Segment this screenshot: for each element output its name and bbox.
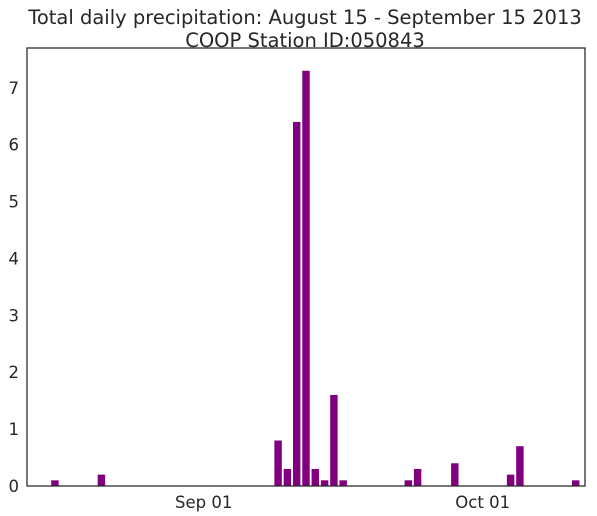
y-tick-label: 5 — [9, 193, 20, 212]
bar-2013-09-14 — [321, 480, 328, 486]
bar-2013-09-09 — [274, 440, 281, 486]
y-tick-label: 0 — [9, 477, 20, 496]
bar-2013-09-15 — [330, 395, 337, 486]
x-tick-label: Sep 01 — [175, 493, 232, 512]
y-tick-label: 6 — [9, 136, 20, 155]
bar-2013-09-16 — [339, 480, 346, 486]
x-tick-label: Oct 01 — [455, 493, 510, 512]
bar-2013-09-12 — [302, 71, 309, 486]
chart-title: Total daily precipitation: August 15 - S… — [27, 6, 582, 29]
bar-2013-09-10 — [284, 469, 291, 486]
y-tick-label: 1 — [9, 420, 20, 439]
bar-2013-09-13 — [312, 469, 319, 486]
bar-2013-09-11 — [293, 122, 300, 486]
bar-2013-10-11 — [572, 480, 579, 486]
bar-2013-09-23 — [405, 480, 412, 486]
bar-2013-09-24 — [414, 469, 421, 486]
bar-2013-10-05 — [516, 446, 523, 486]
bar-2013-09-28 — [451, 463, 458, 486]
y-tick-label: 2 — [9, 363, 20, 382]
y-tick-label: 3 — [9, 306, 20, 325]
bar-2013-08-21 — [98, 475, 105, 486]
bar-2013-10-04 — [507, 475, 514, 486]
y-tick-label: 4 — [9, 249, 20, 268]
y-tick-label: 7 — [9, 79, 20, 98]
bar-2013-08-16 — [51, 480, 58, 486]
